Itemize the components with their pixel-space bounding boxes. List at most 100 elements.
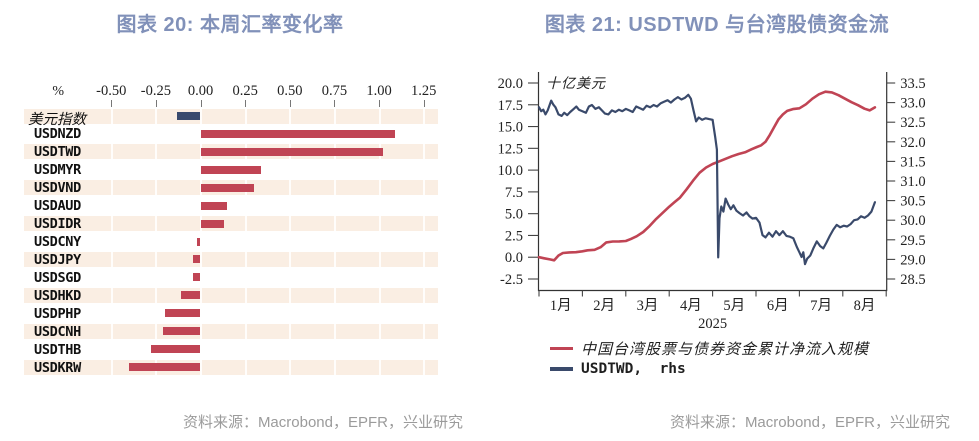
bar-row-label: 美元指数 [28, 111, 86, 128]
x-axis-tick-mark [423, 100, 425, 107]
x-axis-tick-label: 0.25 [232, 83, 258, 99]
figure20-source-note: 资料来源：Macrobond，EPFR，兴业研究 [182, 414, 463, 431]
bar-row-label: USDJPY [34, 251, 81, 268]
right-axis-tick-label: 29.5 [900, 233, 925, 249]
bar-row-label: USDKRW [34, 359, 81, 376]
vertical-grid-line [333, 107, 336, 376]
bar-chart-unit-label: % [52, 84, 64, 99]
x-axis-tick-mark [200, 100, 202, 107]
left-axis-tick-label: 20.0 [498, 76, 523, 92]
month-label: 1月 [550, 298, 572, 314]
x-axis-tick-label: 0.00 [187, 83, 214, 99]
x-axis-tick-label: 0.75 [321, 83, 348, 99]
bar-row-label: USDTHB [34, 341, 81, 358]
bar [200, 165, 262, 174]
row-background-stripe [24, 359, 438, 375]
figure21-source-note: 资料来源：Macrobond，EPFR，兴业研究 [669, 414, 950, 431]
bar-row-label: USDSGD [34, 269, 81, 286]
right-axis-tick-label: 28.5 [900, 272, 925, 288]
usdtwd-flows-line-chart: 20.0 17.5 15.0 12.5 10.0 7.5 5.0 2.5 0.0 -2.5 33.5… [498, 72, 926, 332]
left-axis-tick-label: 12.5 [498, 141, 523, 157]
bar [200, 219, 224, 228]
x-axis-tick-label: -0.50 [96, 83, 127, 99]
vertical-grid-line [378, 107, 381, 376]
bar-row-label: USDPHP [34, 305, 81, 322]
bar-row-label: USDNZD [34, 126, 81, 143]
bar [193, 273, 201, 282]
left-axis-tick-label: 17.5 [498, 98, 523, 114]
x-axis-tick-mark [334, 100, 336, 107]
bar-row-label: USDHKD [34, 287, 81, 304]
x-axis-tick-mark [155, 100, 157, 107]
bar-row-label: USDCNH [34, 323, 81, 340]
usdtwd-line-swatch [550, 367, 573, 371]
legend-item-flows: 中国台湾股票与债券资金累计净流入规模 [550, 338, 869, 359]
right-axis-tick-label: 29.0 [900, 252, 925, 268]
vertical-grid-line [423, 107, 426, 376]
left-axis-tick-label: 15.0 [498, 120, 523, 136]
bar-row-label: USDAUD [34, 198, 81, 215]
bar [180, 291, 201, 300]
bar-row-label: USDMYR [34, 162, 81, 179]
figure21-title: 图表 21: USDTWD 与台湾股债资金流 [544, 14, 890, 36]
vertical-grid-line [200, 107, 202, 376]
month-label: 3月 [637, 298, 659, 314]
right-axis-tick-label: 33.0 [900, 96, 925, 112]
bar-row-label: USDVND [34, 180, 81, 197]
x-axis-tick-mark [289, 100, 291, 107]
left-axis-tick-label: 7.5 [505, 185, 523, 201]
right-axis-tick-label: 31.0 [900, 174, 925, 190]
right-axis-tick-label: 32.0 [900, 135, 925, 151]
bar [196, 237, 201, 246]
bar [163, 327, 201, 336]
bar [200, 147, 383, 156]
flows-line-series [537, 90, 877, 262]
month-label: 8月 [854, 298, 876, 314]
right-axis-tick-label: 30.0 [900, 213, 925, 229]
left-axis-tick-label: 10.0 [498, 163, 523, 179]
month-label: 6月 [767, 298, 789, 314]
fx-change-bar-chart: % -0.50 -0.25 0.00 0.25 0.50 0.75 1.00 1.25 美元指数… [0, 0, 489, 400]
x-axis-tick-label: 0.50 [277, 83, 303, 99]
bar [193, 255, 201, 264]
month-label: 7月 [810, 298, 832, 314]
row-background-stripe [24, 287, 438, 303]
right-axis-tick-label: 31.5 [900, 154, 925, 170]
right-axis-tick-label: 30.5 [900, 194, 925, 210]
x-axis-tick-mark [111, 100, 113, 107]
right-axis-tick-label: 33.5 [900, 76, 925, 92]
x-axis-tick-label: 1.00 [366, 83, 392, 99]
vertical-grid-line [289, 107, 292, 376]
flows-line-swatch [550, 346, 573, 351]
right-axis-tick-label: 32.5 [900, 115, 925, 131]
vertical-grid-line [244, 107, 247, 376]
left-axis-tick-label: 2.5 [505, 228, 523, 244]
bar-row-label: USDIDR [34, 216, 81, 233]
left-axis-tick-label: -2.5 [500, 272, 523, 288]
x-axis-tick-mark [245, 100, 247, 107]
row-background-stripe [24, 216, 438, 232]
figure20-title: 图表 20: 本周汇率变化率 [116, 14, 344, 36]
bar [200, 201, 228, 210]
x-axis-tick-label: 1.25 [410, 83, 437, 99]
legend-item-usdtwd: USDTWD, rhs [550, 361, 686, 377]
figure21-panel: 图表 21: USDTWD 与台湾股债资金流 20.0 17.5 15.0 12.5 1… [489, 0, 979, 441]
bar [164, 309, 201, 318]
bar [200, 183, 255, 192]
x-axis-tick-mark [379, 100, 380, 107]
year-label: 2025 [698, 316, 727, 332]
flows-legend-label: 中国台湾股票与债券资金累计净流入规模 [581, 342, 870, 358]
bar [150, 345, 201, 354]
bar [129, 363, 201, 372]
month-label: 2月 [593, 298, 615, 314]
line-chart-unit-label: 十亿美元 [546, 77, 606, 92]
month-label: 5月 [723, 298, 745, 314]
vertical-grid-line [110, 107, 113, 376]
row-background-stripe [24, 323, 438, 339]
month-label: 4月 [680, 298, 702, 314]
left-axis-tick-label: 5.0 [505, 207, 523, 223]
usdtwd-legend-label: USDTWD, rhs [581, 361, 686, 377]
bar [177, 112, 201, 120]
figure20-panel: 图表 20: 本周汇率变化率 % -0.50 -0.25 0.00 0.25 0.50 0… [0, 0, 489, 441]
